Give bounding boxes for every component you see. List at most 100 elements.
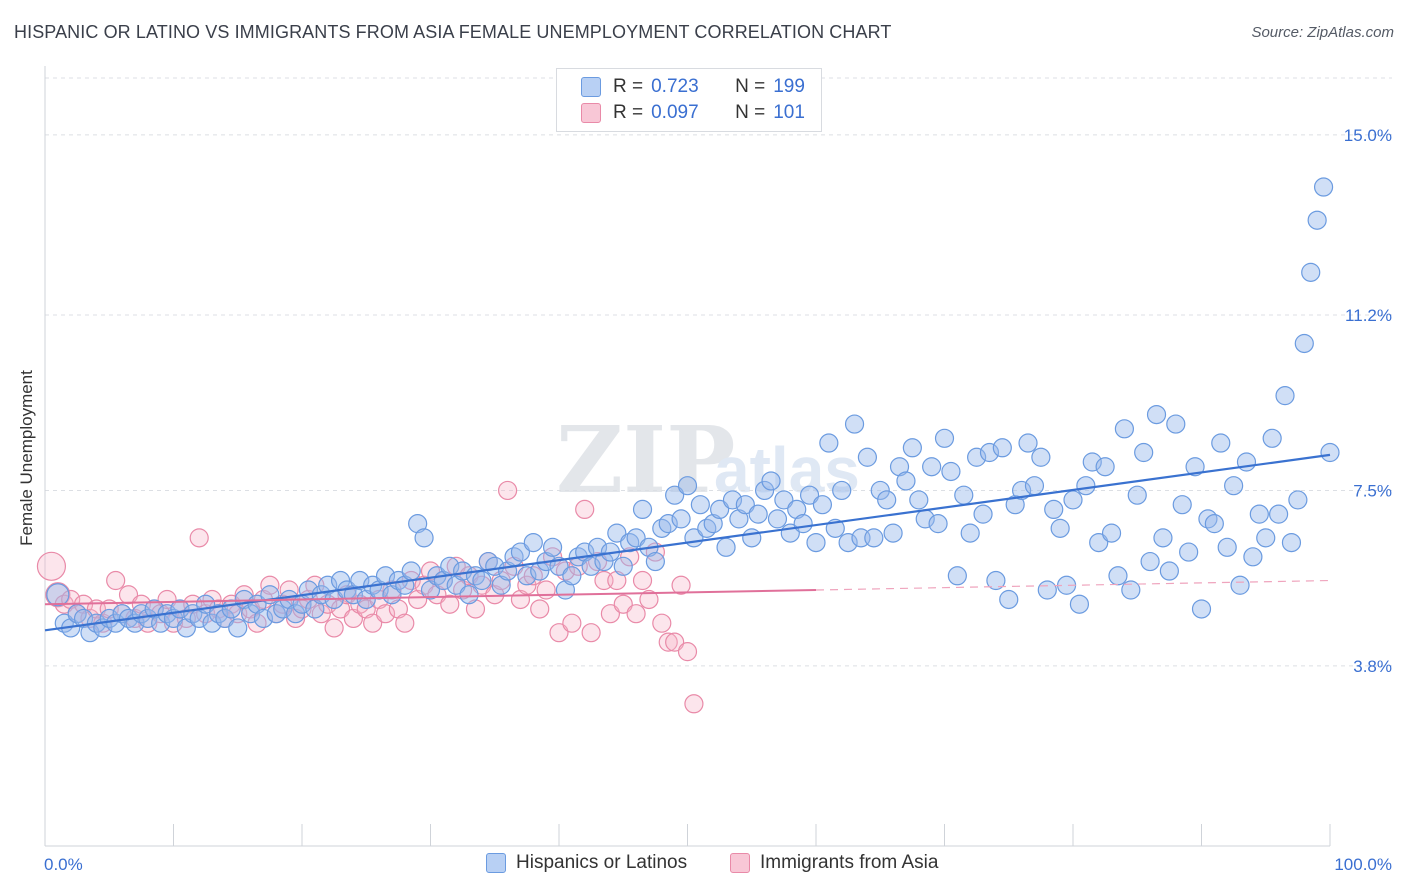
hispanic-point xyxy=(1127,485,1147,505)
r-label: R = xyxy=(613,76,644,97)
hispanic-point xyxy=(1108,566,1128,586)
asia-point xyxy=(388,599,408,619)
hispanic-point xyxy=(1076,476,1096,496)
hispanic-point xyxy=(1166,414,1186,434)
hispanic-point xyxy=(947,566,967,586)
hispanic-point xyxy=(992,438,1012,458)
hispanic-point xyxy=(934,428,955,448)
hispanic-point xyxy=(774,490,794,510)
hispanic-point xyxy=(414,528,434,548)
asia-point xyxy=(671,575,691,595)
legend-item-asia[interactable]: Immigrants from Asia xyxy=(730,852,938,874)
asia-point xyxy=(658,632,678,652)
hispanic-point xyxy=(922,457,942,477)
n-label: N = xyxy=(735,102,766,123)
hispanic-point xyxy=(793,514,813,534)
hispanic-point xyxy=(703,514,723,534)
hispanic-point xyxy=(1204,514,1224,534)
hispanic-point xyxy=(613,556,633,576)
asia-point xyxy=(395,613,415,633)
hispanic-point xyxy=(1146,404,1167,425)
hispanic-point xyxy=(626,528,646,548)
hispanic-point xyxy=(73,608,94,629)
asia-point xyxy=(330,599,351,619)
hispanic-point xyxy=(1211,433,1231,453)
hispanic-point xyxy=(877,490,897,510)
series-legend: Hispanics or Latinos Immigrants from Asi… xyxy=(0,852,1406,878)
asia-point xyxy=(45,582,71,608)
asia-point xyxy=(530,599,550,619)
hispanic-point xyxy=(973,504,993,524)
hispanic-point xyxy=(581,556,601,576)
hispanic-point xyxy=(812,495,833,515)
hispanic-point xyxy=(1089,532,1109,553)
hispanic-point xyxy=(1243,547,1263,567)
stats-legend: R = 0.723 N = 199 R = 0.097 N = 101 xyxy=(556,68,822,132)
asia-point xyxy=(684,694,704,714)
hispanic-point xyxy=(607,523,627,543)
hispanic-point xyxy=(954,485,974,505)
hispanic-point xyxy=(1101,523,1122,543)
hispanic-point xyxy=(1256,528,1276,548)
asia-point xyxy=(343,608,363,629)
hispanic-point xyxy=(844,414,865,434)
hispanic-point xyxy=(1172,495,1192,515)
hispanic-point xyxy=(710,499,730,520)
hispanic-point xyxy=(1140,551,1160,572)
hispanic-point xyxy=(1191,599,1212,619)
asia-point xyxy=(363,613,383,633)
hispanic-point xyxy=(228,618,248,638)
hispanic-point xyxy=(1236,452,1257,472)
hispanic-point xyxy=(144,599,164,619)
hispanic-point xyxy=(318,575,338,595)
asia-point xyxy=(677,642,698,662)
legend-item-hispanic[interactable]: Hispanics or Latinos xyxy=(486,852,687,874)
hispanic-point xyxy=(722,490,743,510)
hispanic-point xyxy=(1063,490,1083,510)
asia-point xyxy=(549,623,569,643)
asia-point xyxy=(536,580,556,600)
hispanic-point xyxy=(285,604,306,624)
y-tick-label: 15.0% xyxy=(1344,126,1392,145)
hispanic-point xyxy=(889,457,910,477)
hispanic-point xyxy=(1069,594,1090,614)
y-axis-label: Female Unemployment xyxy=(17,370,36,546)
asia-point xyxy=(189,528,209,548)
hispanic-point xyxy=(735,495,755,515)
hispanic-point xyxy=(523,532,543,553)
asia-trendline xyxy=(44,589,817,606)
hispanic-point xyxy=(979,442,1000,463)
hispanic-point xyxy=(1301,262,1321,282)
hispanic-point xyxy=(658,514,678,534)
hispanic-point xyxy=(491,575,511,595)
hispanic-point xyxy=(928,514,948,534)
hispanic-point xyxy=(1018,433,1038,453)
x-tick-label: 0.0% xyxy=(44,855,83,874)
hispanic-point xyxy=(1294,333,1314,354)
hispanic-point xyxy=(1037,580,1057,600)
hispanic-point xyxy=(1281,532,1302,553)
hispanic-point xyxy=(799,485,820,505)
watermark: ZIP xyxy=(556,406,735,514)
asia-point xyxy=(575,499,595,520)
hispanic-point xyxy=(459,585,479,605)
asia-point xyxy=(440,594,460,614)
hispanic-point xyxy=(1288,490,1308,510)
hispanic-point xyxy=(671,509,691,529)
legend-label-asia: Immigrants from Asia xyxy=(760,852,939,873)
hispanic-point xyxy=(967,447,987,467)
hispanic-point xyxy=(1005,495,1025,515)
hispanic-point xyxy=(1275,386,1295,406)
asia-point xyxy=(118,585,139,605)
asia-point xyxy=(498,480,518,501)
hispanic-point xyxy=(1121,580,1141,600)
asia-point xyxy=(408,589,428,610)
hispanic-point xyxy=(401,561,421,581)
hispanic-point xyxy=(253,608,274,629)
hispanic-point xyxy=(857,447,878,467)
hispanic-point xyxy=(408,514,428,534)
asia-point xyxy=(607,570,627,591)
hispanic-point xyxy=(1044,499,1064,520)
x-tick-label: 100.0% xyxy=(1334,855,1392,874)
hispanic-point xyxy=(761,471,781,491)
